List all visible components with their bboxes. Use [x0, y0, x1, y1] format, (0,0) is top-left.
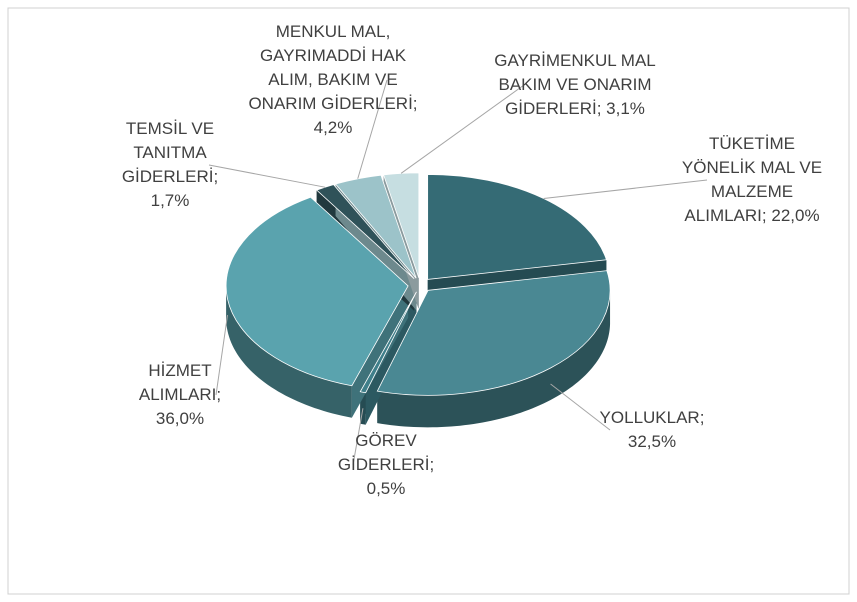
data-label: GAYRİMENKUL MAL BAKIM VE ONARIM GİDERLER…	[490, 49, 660, 121]
slice-side	[226, 287, 352, 418]
chart-border	[7, 7, 850, 595]
value-label: 36,0%	[155, 409, 205, 428]
slice	[427, 174, 607, 280]
value-label: 1,7%	[150, 191, 190, 210]
leader-line	[550, 383, 611, 431]
category-label: GAYRİMENKUL MAL BAKIM VE ONARIM GİDERLER…	[494, 51, 656, 118]
category-label: GÖREV GİDERLERİ;	[337, 431, 435, 474]
slice-side	[377, 291, 611, 428]
data-label: HİZMET ALIMLARI; 36,0%	[120, 359, 240, 431]
slice	[225, 196, 409, 387]
slice	[383, 172, 420, 278]
leader-line	[543, 179, 708, 200]
category-label: MENKUL MAL, GAYRIMADDİ HAK ALIM, BAKIM V…	[248, 22, 418, 113]
value-label: 0,5%	[366, 479, 406, 498]
category-label: YOLLUKLAR;	[599, 408, 705, 427]
category-label: HİZMET ALIMLARI;	[138, 361, 222, 404]
leader-line	[215, 314, 229, 396]
data-label: MENKUL MAL, GAYRIMADDİ HAK ALIM, BAKIM V…	[243, 20, 423, 140]
value-label: 22,0%	[771, 206, 820, 225]
category-label: TEMSİL VE TANITMA GİDERLERİ;	[121, 119, 219, 186]
data-label: TEMSİL VE TANITMA GİDERLERİ; 1,7%	[105, 117, 235, 213]
slice	[334, 174, 417, 279]
data-label: TÜKETİME YÖNELİK MAL VE MALZEME ALIMLARI…	[677, 132, 827, 228]
slice	[359, 291, 417, 394]
value-label: 32,5%	[627, 432, 677, 451]
data-label: YOLLUKLAR; 32,5%	[582, 406, 722, 454]
leader-line	[208, 164, 326, 188]
value-label: 4,2%	[313, 118, 353, 137]
data-label: GÖREV GİDERLERİ; 0,5%	[331, 429, 441, 501]
slice	[315, 184, 415, 280]
category-label: TÜKETİME YÖNELİK MAL VE MALZEME ALIMLARI…	[681, 134, 823, 225]
leader-line	[352, 408, 364, 466]
value-label: 3,1%	[606, 99, 645, 118]
slice	[376, 270, 611, 396]
leader-line	[357, 79, 388, 179]
leader-line	[400, 84, 525, 174]
